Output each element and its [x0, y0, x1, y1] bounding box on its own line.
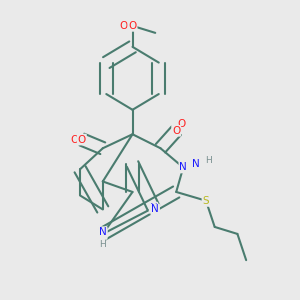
- Text: O: O: [177, 119, 186, 129]
- Text: O: O: [71, 134, 79, 145]
- Text: O: O: [128, 21, 136, 31]
- Text: O: O: [120, 21, 128, 31]
- Text: N: N: [179, 163, 187, 172]
- Text: N: N: [192, 159, 199, 169]
- Text: H: H: [99, 240, 106, 249]
- Text: S: S: [202, 196, 209, 206]
- Text: H: H: [205, 156, 212, 165]
- Text: O: O: [172, 126, 180, 136]
- Text: N: N: [150, 203, 158, 213]
- Text: O: O: [78, 134, 86, 145]
- Text: N: N: [152, 204, 159, 214]
- Text: S: S: [202, 196, 209, 206]
- Text: N: N: [99, 227, 107, 237]
- Text: N: N: [99, 229, 107, 239]
